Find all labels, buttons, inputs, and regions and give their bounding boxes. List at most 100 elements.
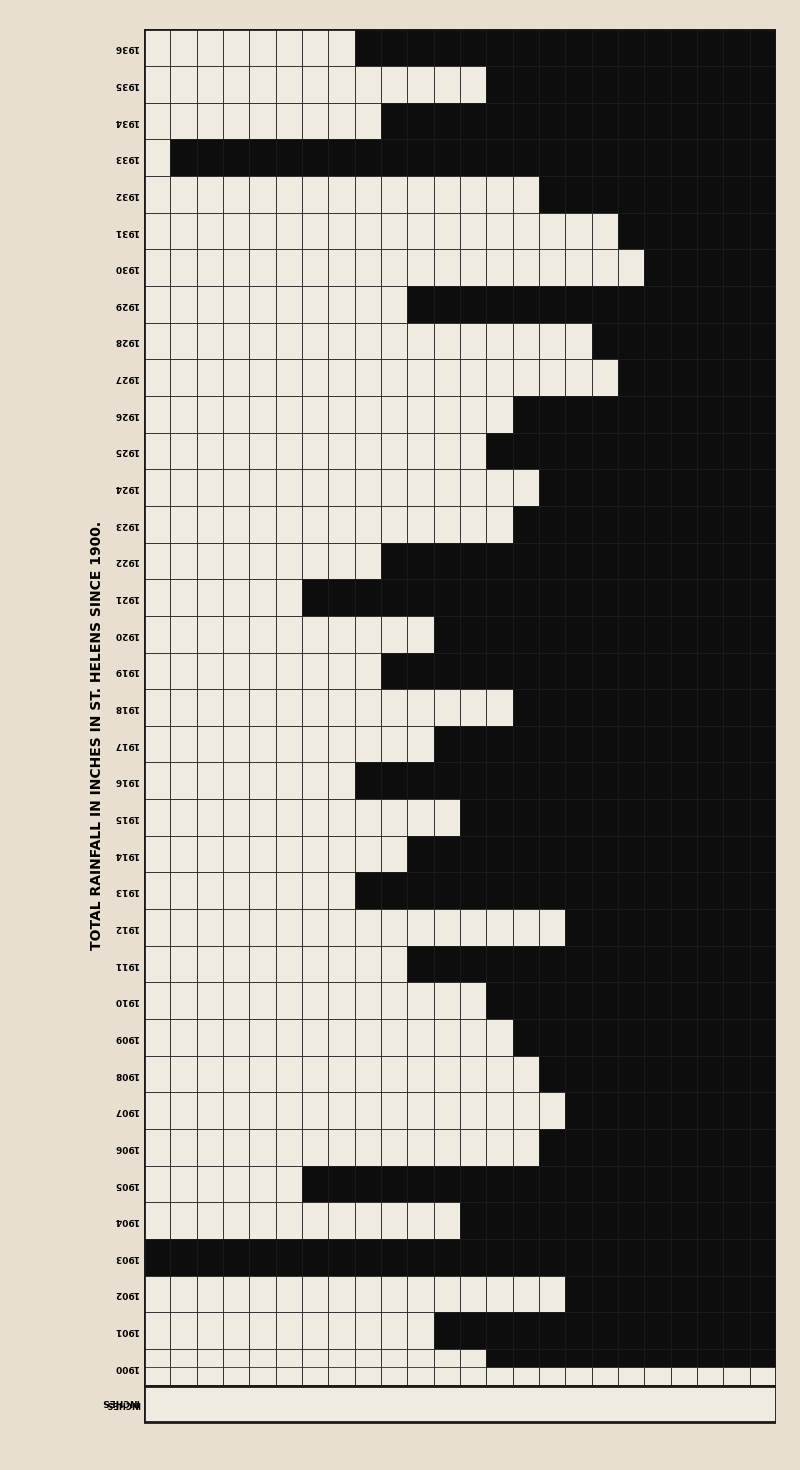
Bar <box>197 763 223 800</box>
Bar <box>250 140 276 176</box>
Bar <box>302 103 328 140</box>
Bar <box>354 140 381 176</box>
Bar <box>276 726 302 763</box>
Bar <box>592 287 618 322</box>
Bar <box>513 322 539 359</box>
Bar <box>354 213 381 250</box>
Bar <box>723 176 750 213</box>
Text: 33: 33 <box>494 1399 506 1408</box>
Bar <box>539 213 566 250</box>
Bar <box>434 287 460 322</box>
Bar <box>513 1092 539 1129</box>
Text: 39: 39 <box>335 1399 348 1408</box>
Bar <box>144 542 170 579</box>
Bar <box>486 1239 513 1276</box>
Bar <box>407 542 434 579</box>
Bar <box>460 103 486 140</box>
Bar <box>486 359 513 395</box>
Bar <box>750 432 776 469</box>
Bar <box>513 176 539 213</box>
Bar <box>539 140 566 176</box>
Bar <box>223 1129 250 1166</box>
Bar <box>302 395 328 432</box>
Bar <box>144 653 170 689</box>
Bar <box>460 140 486 176</box>
Bar <box>539 726 566 763</box>
Bar <box>513 763 539 800</box>
Bar <box>328 506 354 542</box>
Text: 1918: 1918 <box>114 703 138 711</box>
Bar <box>407 359 434 395</box>
Bar <box>697 140 723 176</box>
Bar <box>460 250 486 287</box>
Bar <box>328 800 354 836</box>
Bar <box>539 1129 566 1166</box>
Bar <box>644 66 670 103</box>
Bar <box>539 322 566 359</box>
Bar <box>697 66 723 103</box>
Bar <box>566 469 592 506</box>
Bar <box>223 836 250 873</box>
Bar <box>539 29 566 66</box>
Bar <box>170 395 197 432</box>
Bar <box>434 1129 460 1166</box>
Bar <box>592 66 618 103</box>
Bar <box>723 800 750 836</box>
Bar <box>513 616 539 653</box>
Bar <box>434 1239 460 1276</box>
Bar <box>381 836 407 873</box>
Bar <box>407 1019 434 1055</box>
Bar <box>513 726 539 763</box>
Bar <box>407 287 434 322</box>
Bar <box>566 140 592 176</box>
Bar <box>697 469 723 506</box>
Text: 43: 43 <box>230 1399 242 1408</box>
Bar <box>250 469 276 506</box>
Bar <box>276 1055 302 1092</box>
Bar <box>592 689 618 726</box>
Bar <box>328 763 354 800</box>
Bar <box>750 1202 776 1239</box>
Bar <box>750 395 776 432</box>
Bar <box>566 1129 592 1166</box>
Bar <box>381 653 407 689</box>
Bar <box>513 1166 539 1202</box>
Bar <box>697 908 723 945</box>
Bar <box>407 176 434 213</box>
Bar <box>513 395 539 432</box>
Bar <box>302 213 328 250</box>
Bar <box>276 982 302 1019</box>
Bar <box>170 579 197 616</box>
Bar <box>354 250 381 287</box>
Bar <box>328 176 354 213</box>
Bar <box>381 66 407 103</box>
Bar <box>144 29 170 66</box>
Bar <box>723 395 750 432</box>
Bar <box>539 542 566 579</box>
Bar <box>644 359 670 395</box>
Bar <box>670 322 697 359</box>
Bar <box>539 653 566 689</box>
Bar <box>302 469 328 506</box>
Bar <box>460 395 486 432</box>
Bar <box>697 1129 723 1166</box>
Bar <box>302 1092 328 1129</box>
Bar <box>486 395 513 432</box>
Bar <box>144 213 170 250</box>
Bar <box>644 726 670 763</box>
Bar <box>618 726 644 763</box>
Bar <box>197 1019 223 1055</box>
Bar <box>223 432 250 469</box>
Bar <box>144 140 170 176</box>
Bar <box>723 66 750 103</box>
Bar <box>302 250 328 287</box>
Bar <box>539 908 566 945</box>
Bar <box>460 29 486 66</box>
Bar <box>513 1313 539 1349</box>
Bar <box>486 726 513 763</box>
Bar <box>250 542 276 579</box>
Bar <box>276 1129 302 1166</box>
Bar <box>566 395 592 432</box>
Bar <box>513 1239 539 1276</box>
Bar <box>750 322 776 359</box>
